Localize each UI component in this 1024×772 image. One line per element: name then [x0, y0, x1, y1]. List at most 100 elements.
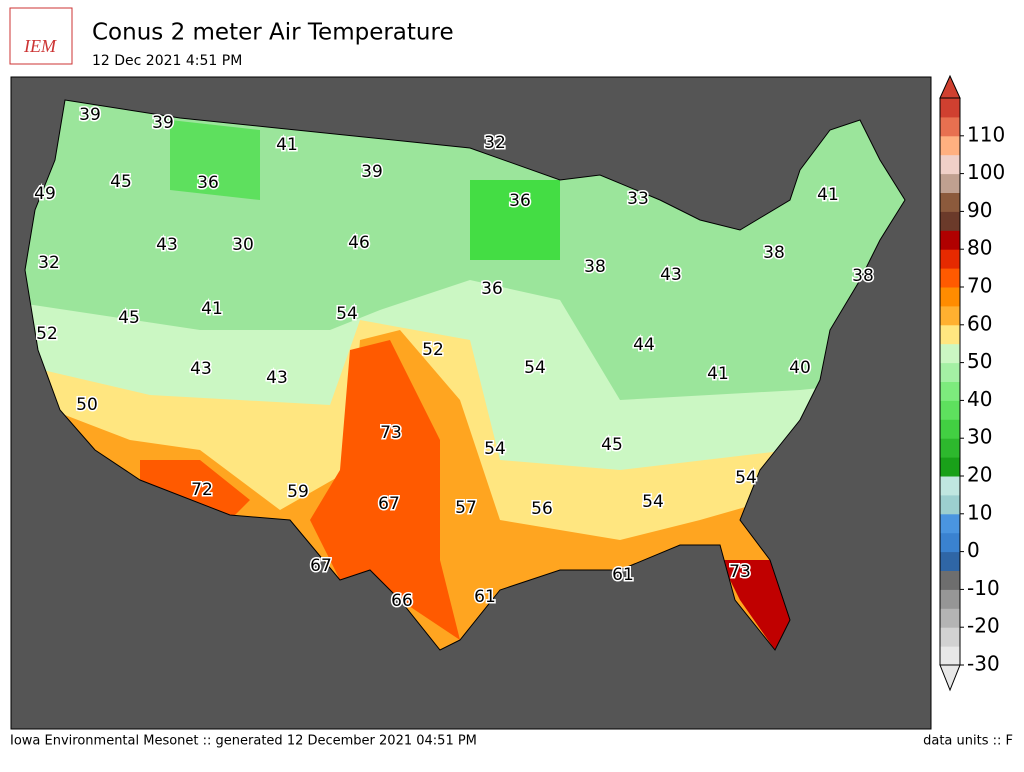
footer-left: Iowa Environmental Mesonet :: generated … [10, 734, 477, 749]
colorbar-tick-label: 10 [967, 500, 992, 524]
colorbar-bin [940, 627, 960, 647]
colorbar-tick-label: 30 [967, 425, 992, 449]
colorbar-bin [940, 646, 960, 666]
footer-right: data units :: F [923, 734, 1013, 749]
station-value: 66 [391, 591, 413, 611]
station-value: 50 [76, 395, 98, 415]
title: Conus 2 meter Air Temperature [92, 20, 454, 46]
colorbar-bin [940, 381, 960, 401]
station-value: 52 [422, 340, 444, 360]
station-value: 32 [38, 253, 60, 273]
station-value: 38 [763, 243, 785, 263]
colorbar-arrow-top [939, 74, 961, 99]
colorbar-bin [940, 570, 960, 590]
colorbar-bin [940, 192, 960, 212]
conus-outline [24, 99, 906, 651]
station-value: 52 [36, 324, 58, 344]
station-value: 46 [348, 233, 370, 253]
colorbar-tick-label: 50 [967, 349, 992, 373]
colorbar-bin [940, 305, 960, 326]
colorbar-bin [940, 249, 960, 269]
colorbar-bin [940, 135, 960, 156]
subtitle: 12 Dec 2021 4:51 PM [92, 53, 242, 69]
colorbar-bin [940, 513, 960, 534]
station-value: 45 [118, 308, 140, 328]
colorbar-tick-label: 40 [967, 387, 992, 411]
station-value: 45 [601, 435, 623, 455]
station-value: 40 [789, 358, 811, 378]
colorbar-tick-label: 80 [967, 236, 992, 260]
colorbar-tick-label: 20 [967, 463, 992, 487]
station-value: 54 [735, 468, 757, 488]
colorbar-bin [940, 287, 960, 307]
station-value: 39 [361, 162, 383, 182]
station-value: 38 [852, 266, 874, 286]
station-value: 43 [660, 265, 682, 285]
colorbar-bin [940, 532, 960, 553]
colorbar-bin [940, 230, 960, 250]
colorbar-bin [940, 116, 960, 137]
station-value: 56 [531, 499, 553, 519]
colorbar-tick-label: 70 [967, 274, 992, 298]
station-value: 73 [380, 423, 402, 443]
station-value: 32 [484, 133, 506, 153]
station-value: 41 [276, 135, 298, 155]
station-value: 36 [197, 173, 219, 193]
colorbar-frame [939, 97, 961, 666]
colorbar-bin [940, 494, 960, 515]
colorbar-tick-label: 60 [967, 311, 992, 335]
station-value: 44 [633, 335, 655, 355]
colorbar-bin [940, 589, 960, 609]
colorbar-bin [940, 438, 960, 458]
station-value: 36 [481, 279, 503, 299]
colorbar-tick-label: 90 [967, 198, 992, 222]
colorbar-bin [940, 268, 960, 288]
station-value: 39 [152, 113, 174, 133]
colorbar-tick-label: 100 [967, 160, 1005, 184]
station-value: 43 [156, 235, 178, 255]
colorbar-bin [940, 98, 960, 118]
colorbar-bin [940, 362, 960, 382]
colorbar-bin [940, 476, 960, 496]
station-value: 73 [729, 562, 751, 582]
station-value: 45 [110, 172, 132, 192]
station-value: 49 [34, 184, 56, 204]
colorbar-bin [940, 343, 960, 364]
colorbar-tick-label: -30 [967, 652, 1000, 676]
station-value: 41 [817, 185, 839, 205]
colorbar-bin [940, 173, 960, 193]
colorbar-tick-label: 0 [967, 538, 980, 562]
colorbar-tick-label: -10 [967, 576, 1000, 600]
station-value: 67 [378, 494, 400, 514]
logo-box [9, 7, 73, 65]
logo: IEM [23, 36, 57, 56]
colorbar-bin [940, 551, 960, 571]
station-value: 61 [612, 565, 634, 585]
station-value: 41 [201, 299, 223, 319]
station-value: 54 [484, 439, 506, 459]
station-value: 57 [455, 498, 477, 518]
colorbar-bin [940, 211, 960, 231]
colorbar-arrow-bottom [939, 664, 961, 692]
station-value: 67 [310, 556, 332, 576]
station-value: 61 [474, 587, 496, 607]
station-value: 41 [707, 364, 729, 384]
colorbar-bin [940, 400, 960, 420]
station-value: 30 [232, 235, 254, 255]
colorbar-tick-label: -20 [967, 614, 1000, 638]
colorbar-bin [940, 419, 960, 439]
colorbar-bin [940, 324, 960, 345]
station-value: 36 [509, 191, 531, 211]
station-value: 43 [266, 368, 288, 388]
station-value: 38 [584, 257, 606, 277]
station-value: 72 [191, 480, 213, 500]
station-value: 43 [190, 359, 212, 379]
station-value: 59 [287, 482, 309, 502]
colorbar-tick-label: 110 [967, 122, 1005, 146]
colorbar-bin [940, 457, 960, 477]
station-value: 39 [79, 105, 101, 125]
colorbar-bin [940, 608, 960, 628]
station-value: 54 [336, 304, 358, 324]
